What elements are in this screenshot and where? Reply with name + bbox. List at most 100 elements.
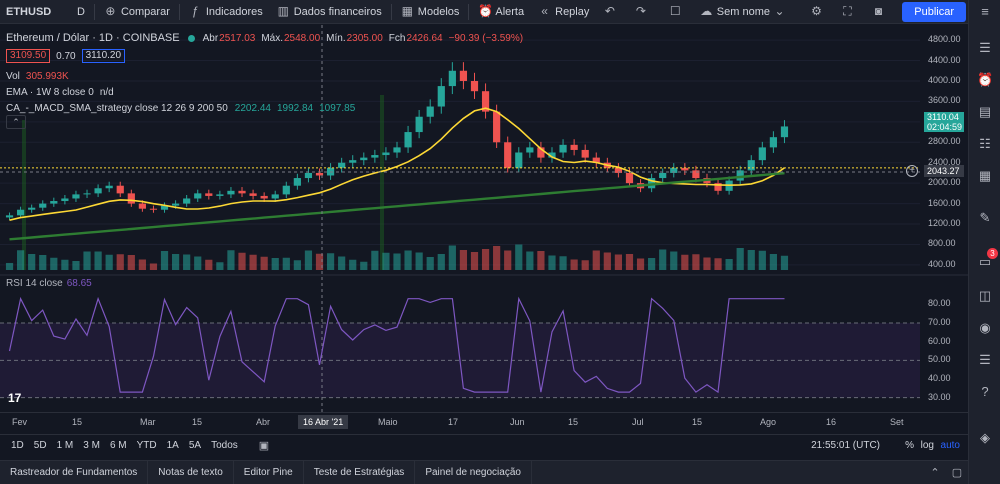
collapse-legend-button[interactable]: ⌃	[6, 115, 26, 129]
indicators-button[interactable]: ƒ Indicadores	[182, 0, 270, 24]
volume-bar	[371, 250, 379, 270]
volume-bar	[72, 261, 80, 270]
strategy-row[interactable]: CA_-_MACD_SMA_strategy close 12 26 9 200…	[6, 100, 529, 116]
price-tick-label: 2400.00	[928, 156, 961, 167]
go-to-date-icon[interactable]: ▣	[258, 440, 270, 452]
volume-bar	[17, 250, 25, 270]
candle-body	[28, 207, 36, 210]
streams-icon[interactable]: ◉	[979, 320, 991, 335]
range-button[interactable]: YTD	[136, 440, 157, 451]
hotlist-icon[interactable]: ☷	[979, 136, 991, 151]
symbol-title[interactable]: Ethereum / Dólar · 1D · COINBASE	[6, 32, 180, 44]
log-toggle[interactable]: log	[920, 440, 934, 451]
range-button[interactable]: 6 M	[109, 440, 127, 451]
symbol-search[interactable]: ETHUSD	[6, 5, 52, 18]
volume-bar	[758, 250, 766, 270]
rsi-value: 68.65	[66, 278, 92, 289]
right-sidebar: ≡ ☰ ⏰ ▤ ☷ ▦ ✎ ▭ 3 ◫ ◉ ☰ ? ◈	[968, 0, 1000, 484]
range-button[interactable]: 1D	[11, 440, 24, 451]
settings-button[interactable]: ⚙	[803, 0, 834, 24]
crosshair-price-label: 2043.27	[924, 165, 964, 177]
templates-button[interactable]: ▦ Modelos	[394, 0, 467, 24]
publish-button[interactable]: Publicar	[902, 2, 966, 22]
volume-bar	[636, 258, 645, 270]
time-axis[interactable]: Fev 15 Mar 15 Abr Maio 17 Jun 15 Jul 15 Ago 16 Set	[0, 412, 968, 432]
volume-label: Vol	[6, 70, 20, 82]
top-toolbar: ETHUSD D ⊕ Comparar ƒ Indicadores ▥ Dados f…	[0, 0, 1000, 24]
add-alert-plus-icon[interactable]: +	[906, 165, 918, 177]
tradingview-logo[interactable]: 17	[8, 391, 22, 405]
candle-body	[315, 172, 324, 176]
compare-button[interactable]: ⊕ Comparar	[97, 0, 177, 24]
panel-tab[interactable]: Notas de texto	[148, 460, 234, 484]
alert-button[interactable]: ⏰ Alerta	[471, 0, 531, 24]
volume-row[interactable]: Vol 305.993K	[6, 68, 529, 84]
volume-bar	[592, 250, 600, 270]
candle-body	[448, 70, 456, 87]
chevron-up-icon[interactable]: ⌃	[930, 467, 940, 479]
candle-body	[271, 194, 279, 199]
candle-body	[83, 193, 91, 195]
range-button[interactable]: 3 M	[83, 440, 100, 451]
volume-bar	[194, 256, 202, 270]
price-tick-label: 4000.00	[928, 74, 961, 85]
range-button[interactable]: 1 M	[56, 440, 74, 451]
clock[interactable]: 21:55:01 (UTC)	[811, 440, 880, 451]
help-icon[interactable]: ?	[981, 384, 989, 399]
layout-name-button[interactable]: ☁ Sem nome ⌄	[693, 0, 797, 24]
close-value: 2426.64	[406, 32, 443, 44]
lightbulb-icon[interactable]: ✎	[979, 210, 991, 225]
sell-button[interactable]: 3109.50	[6, 49, 51, 63]
volume-bar	[393, 253, 401, 270]
candle-body	[194, 193, 202, 199]
compare-label: Comparar	[120, 5, 170, 18]
financials-label: Dados financeiros	[293, 5, 382, 18]
price-chart-canvas[interactable]	[0, 25, 968, 435]
time-tick-label: Set	[890, 417, 904, 427]
range-button[interactable]: Todos	[211, 440, 238, 451]
square-icon: ☐	[669, 4, 681, 18]
notifications-icon[interactable]: ◈	[980, 430, 990, 445]
candle-body	[138, 203, 146, 209]
time-tick-label: Mar	[140, 417, 156, 427]
range-button[interactable]: 5D	[33, 440, 47, 451]
ema-row[interactable]: EMA · 1W 8 close 0 n/d	[6, 84, 529, 100]
buy-button[interactable]: 3110.20	[81, 49, 126, 63]
range-button[interactable]: 5A	[188, 440, 202, 451]
panel-tab[interactable]: Editor Pine	[234, 460, 304, 484]
chart-pane[interactable]	[0, 25, 968, 435]
data-window-icon[interactable]: ▤	[978, 104, 992, 119]
candle-body	[282, 185, 290, 195]
range-button[interactable]: 1A	[166, 440, 179, 451]
calendar-list-icon[interactable]: ☰	[979, 352, 991, 367]
layout-toggle-button[interactable]: ☐	[662, 0, 693, 24]
redo-button[interactable]: ↷	[627, 0, 658, 24]
financials-button[interactable]: ▥ Dados financeiros	[270, 0, 389, 24]
interval-selector[interactable]: D	[77, 5, 85, 18]
snapshot-button[interactable]: ◙	[865, 0, 896, 24]
replay-button[interactable]: « Replay	[531, 0, 596, 24]
panel-tab[interactable]: Painel de negociação	[415, 460, 532, 484]
watchlist-icon[interactable]: ☰	[979, 40, 991, 55]
maximize-icon[interactable]: ▢	[951, 467, 963, 479]
alarm-clock-icon[interactable]: ⏰	[977, 72, 994, 87]
rsi-legend[interactable]: RSI 14 close 68.65	[6, 278, 92, 289]
messages-icon[interactable]: ◫	[978, 288, 992, 303]
undo-button[interactable]: ↶	[596, 0, 627, 24]
candle-body	[94, 188, 102, 194]
auto-toggle[interactable]: auto	[940, 440, 960, 451]
volume-bar	[426, 257, 434, 270]
candle-body	[670, 167, 678, 173]
toolbar-divider	[93, 3, 95, 20]
panel-tab[interactable]: Rastreador de Fundamentos	[0, 460, 149, 484]
volume-bar	[459, 250, 468, 270]
fullscreen-button[interactable]: ⛶	[834, 0, 865, 24]
panel-tab[interactable]: Teste de Estratégias	[304, 460, 416, 484]
price-tick-label: 1200.00	[928, 218, 961, 229]
calendar-icon[interactable]: ▦	[978, 168, 992, 183]
hamburger-icon[interactable]: ≡	[981, 4, 989, 19]
candle-body	[105, 185, 113, 189]
change-value: −90.39 (−3.59%)	[448, 32, 524, 44]
percent-toggle[interactable]: %	[905, 440, 914, 451]
strategy-value-1: 2202.44	[234, 102, 271, 114]
